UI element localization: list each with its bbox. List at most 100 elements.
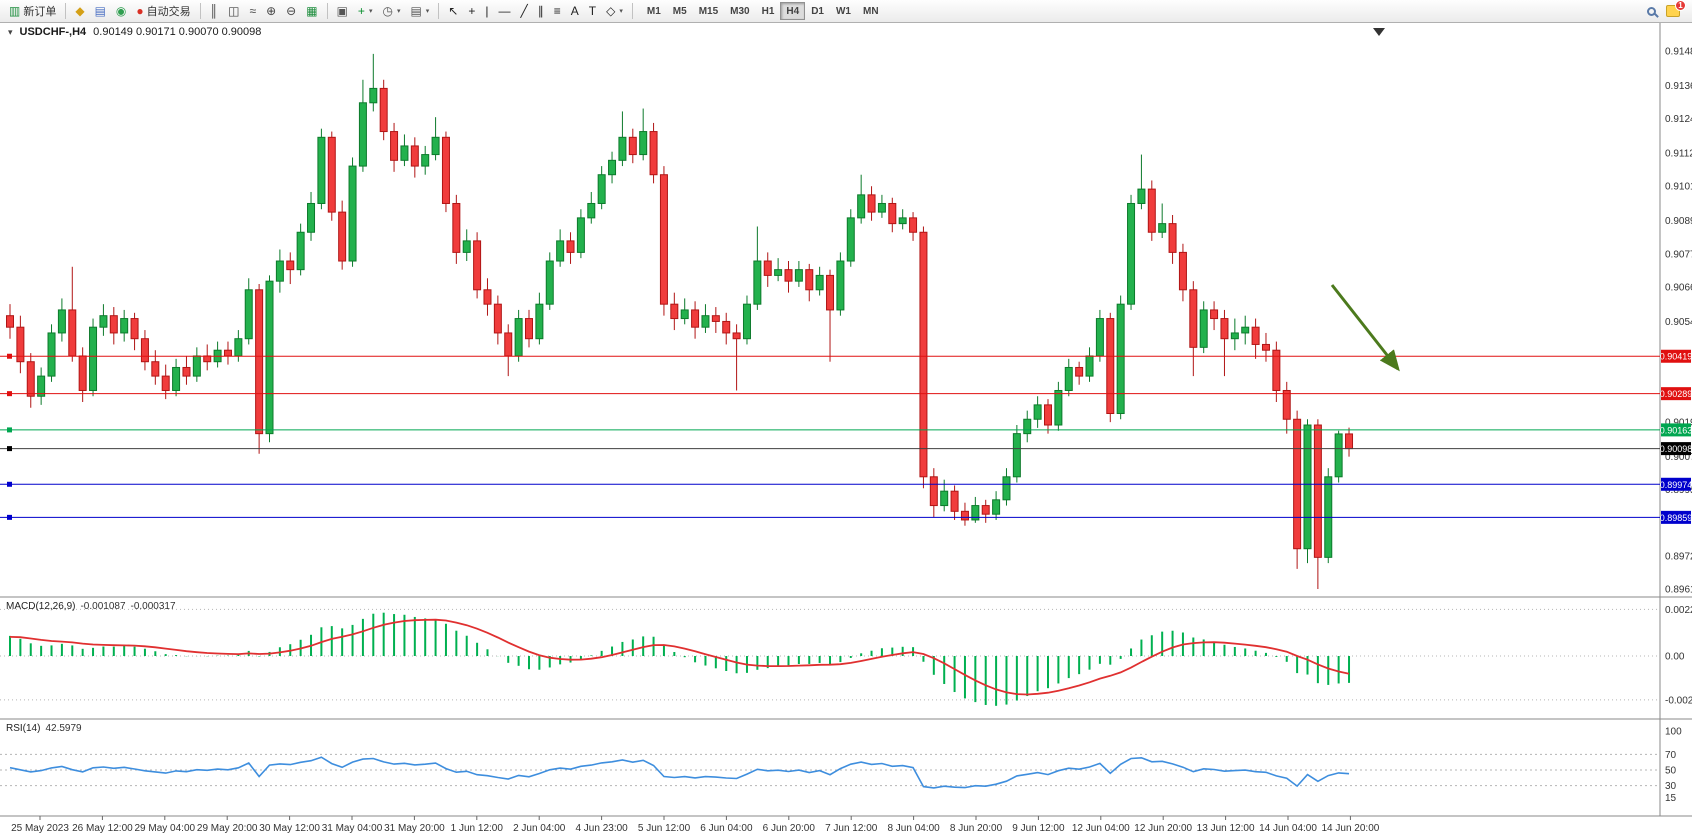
timeframe-button-d1[interactable]: D1 (811, 5, 824, 17)
search-icon[interactable] (1647, 6, 1656, 16)
trendline-button[interactable]: ╱ (516, 2, 533, 21)
price-tag (1661, 477, 1691, 491)
price-chart-svg: 0.91480 0.91360 0.91245 0.91125 0.91010 0.908… (0, 23, 1692, 834)
timeframe-button-h1[interactable]: H1 (761, 5, 775, 17)
macd-main-value: -0.001087 (80, 601, 126, 612)
templates-button[interactable]: ▤ ▾ (405, 2, 434, 21)
shapes-button[interactable]: ◇ ▾ (601, 2, 628, 21)
candlesticks (6, 53, 1354, 589)
toolbar-separator (438, 3, 440, 19)
text-button[interactable]: A (566, 2, 584, 21)
chevron-down-icon: ▾ (368, 8, 373, 15)
price-tag (1661, 387, 1691, 401)
indicators-button[interactable]: + ▾ (353, 2, 378, 21)
macd-indicator-label: MACD(12,26,9) -0.001087 -0.000317 (6, 601, 176, 612)
price-tag-label: 0.89859 (1660, 513, 1692, 523)
zoom-in-button[interactable]: ⊕ (261, 2, 281, 21)
auto-trading-button[interactable]: ● 自动交易 (131, 2, 195, 21)
timeframe-button-h4[interactable]: H4 (780, 2, 806, 20)
price-tag-label: 0.90098 (1660, 444, 1692, 454)
svg-text:0.00222: 0.00222 (1665, 605, 1692, 616)
svg-text:0.90890: 0.90890 (1665, 216, 1692, 227)
rsi-indicator-label: RSI(14) 42.5979 (6, 723, 82, 734)
main-toolbar: ▥ 新订单 ◆ ▤ ◉ ● 自动交易 ║ ◫ ≈ ⊕ ⊖ ▦ ▣ + ▾ ◷ ▾ ▤ ▾ ↖ + | — ╱ ∥ ≡ A T ◇ ▾ M1 M5… (0, 0, 1692, 23)
line-anchor-handle[interactable] (7, 446, 12, 452)
timeframe-button-m15[interactable]: M15 (698, 5, 719, 17)
shapes-icon: ◇ (606, 4, 616, 18)
svg-text:0.90540: 0.90540 (1665, 317, 1692, 328)
time-axis-label: 29 May 04:00 (134, 823, 195, 834)
bar-chart-button[interactable]: ║ (205, 2, 224, 21)
price-tag (1661, 423, 1691, 437)
trend-arrow[interactable] (1330, 284, 1400, 372)
time-axis-label: 4 Jun 23:00 (575, 823, 628, 834)
horizontal-line-button[interactable]: — (494, 2, 516, 21)
candlestick-chart-button[interactable]: ◫ (223, 2, 244, 21)
timeframe-button-m1[interactable]: M1 (646, 5, 661, 17)
toolbar-separator (631, 3, 633, 19)
auto-arrange-button[interactable]: ▣ (332, 2, 353, 21)
price-tag (1661, 349, 1691, 363)
time-axis-label: 13 Jun 12:00 (1197, 823, 1255, 834)
time-axis-label: 6 Jun 04:00 (700, 823, 753, 834)
cursor-button[interactable]: ↖ (443, 2, 463, 21)
zoom-out-button[interactable]: ⊖ (281, 2, 301, 21)
chart-symbol-period: USDCHF-,H4 (19, 26, 87, 38)
line-anchor-handle[interactable] (7, 514, 12, 520)
svg-text:100: 100 (1665, 727, 1682, 738)
vertical-line-button[interactable]: | (480, 2, 493, 21)
notifications-icon[interactable]: 1 (1666, 0, 1686, 17)
text-label-button[interactable]: T (584, 2, 601, 21)
svg-text:0.89725: 0.89725 (1665, 551, 1692, 562)
macd-signal-line (9, 618, 1350, 696)
trendline-icon: ╱ (520, 4, 528, 18)
periods-button[interactable]: ◷ ▾ (377, 2, 405, 21)
fibonacci-button[interactable]: ≡ (549, 2, 566, 21)
price-tag (1661, 510, 1691, 524)
rsi-line (9, 756, 1350, 789)
indicators-add-icon: + (357, 4, 365, 18)
line-anchor-handle[interactable] (7, 481, 12, 487)
tile-windows-button[interactable]: ▦ (301, 2, 322, 21)
svg-text:0.90775: 0.90775 (1665, 249, 1692, 260)
new-order-button[interactable]: ▥ 新订单 (4, 2, 61, 21)
chart-shift-marker[interactable] (1373, 28, 1385, 36)
line-chart-button[interactable]: ≈ (245, 2, 262, 21)
svg-text:0.91360: 0.91360 (1665, 81, 1692, 92)
zoom-in-icon: ⊕ (266, 4, 277, 18)
crosshair-button[interactable]: + (463, 2, 480, 21)
arrange-icon: ▣ (336, 4, 348, 18)
chart-dropdown-icon[interactable]: ▾ (8, 26, 13, 37)
chart-ohlc-values: 0.90149 0.90171 0.90070 0.90098 (93, 26, 262, 38)
svg-text:50: 50 (1665, 766, 1677, 777)
auto-trading-button-label: 自动交易 (146, 6, 191, 18)
timeframe-button-mn[interactable]: MN (862, 5, 879, 17)
timeframe-button-m30[interactable]: M30 (730, 5, 750, 17)
time-axis-label: 25 May 2023 (11, 823, 69, 834)
chevron-down-icon: ▾ (425, 8, 430, 15)
navigator-icon: ◉ (115, 4, 127, 18)
svg-text:0.89610: 0.89610 (1665, 584, 1692, 595)
line-anchor-handle[interactable] (7, 391, 12, 397)
data-window-button[interactable]: ▤ (90, 2, 111, 21)
line-anchor-handle[interactable] (7, 427, 12, 433)
data-window-icon: ▤ (94, 4, 106, 18)
timeframe-button-m5[interactable]: M5 (672, 5, 687, 17)
svg-text:0.00: 0.00 (1665, 652, 1685, 663)
market-watch-button[interactable]: ◆ (70, 2, 89, 21)
timeframe-group: M1 M5 M15 M30 H1 H4 D1 W1 MN (641, 2, 885, 20)
svg-text:0.90190: 0.90190 (1665, 418, 1692, 429)
time-axis-label: 12 Jun 20:00 (1134, 823, 1192, 834)
channel-icon: ∥ (537, 4, 544, 18)
text-label-icon: T (588, 4, 597, 18)
time-axis[interactable]: 25 May 2023 26 May 12:00 29 May 04:00 29 Ma… (11, 816, 1380, 834)
timeframe-button-w1[interactable]: W1 (835, 5, 851, 17)
navigator-button[interactable]: ◉ (111, 2, 131, 21)
svg-text:-0.00209: -0.00209 (1665, 695, 1692, 706)
time-axis-label: 8 Jun 20:00 (950, 823, 1003, 834)
horizontal-line-icon: — (498, 4, 511, 18)
line-anchor-handle[interactable] (7, 353, 12, 359)
channel-button[interactable]: ∥ (533, 2, 549, 21)
price-tag (1661, 442, 1691, 456)
macd-panel: 0.00222 0.00 -0.00209 (0, 605, 1692, 706)
